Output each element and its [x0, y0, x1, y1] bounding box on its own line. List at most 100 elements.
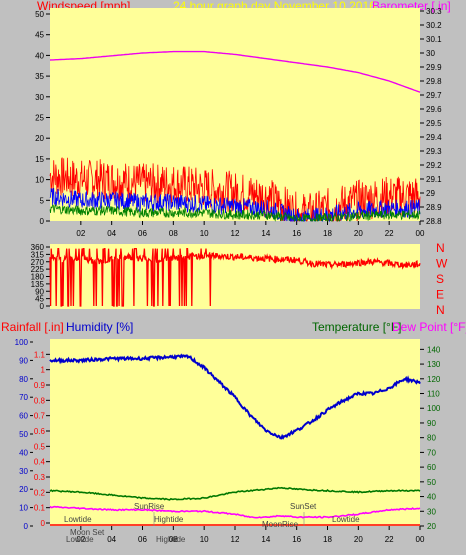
wind-y-tick-label: 35: [35, 72, 44, 81]
wind-y-tick-label: 50: [35, 10, 44, 19]
dir-y-tick-label: 45: [35, 295, 44, 304]
baro-y-tick-label: 29: [426, 189, 435, 198]
temp-x-tick-label: 14: [261, 535, 270, 544]
event-annotation: Hightide: [156, 535, 186, 544]
temp-y-tick-label: 80: [427, 434, 436, 443]
temp-x-tick-label: 12: [231, 535, 240, 544]
temp-y-tick-label: 30: [427, 507, 436, 516]
baro-y-tick-label: 29.9: [426, 63, 442, 72]
baro-y-tick-label: 30.1: [426, 35, 442, 44]
rain-y-tick-label: 0.9: [34, 381, 46, 390]
rain-y-tick-label: 0.7: [34, 412, 46, 421]
compass-label: S: [436, 272, 444, 286]
wind-y-tick-label: 0: [40, 217, 45, 226]
barometer-series-line: [49, 50, 421, 93]
wind-x-tick-label: 02: [76, 229, 85, 238]
compass-label: N: [436, 241, 445, 255]
humidity-y-tick-label: 80: [19, 375, 28, 384]
baro-y-tick-label: 30.2: [426, 21, 442, 30]
compass-label: N: [436, 303, 445, 317]
rain-y-tick-label: 1.1: [34, 350, 46, 359]
compass-label: W: [436, 257, 448, 271]
wind-x-tick-label: 14: [261, 229, 270, 238]
dir-y-tick-label: 180: [31, 273, 45, 282]
wind-y-tick-label: 5: [40, 196, 45, 205]
dewpoint-axis-title: Dew Point [°F]: [392, 320, 466, 334]
temp-x-tick-label: 18: [323, 535, 332, 544]
dir-y-tick-label: 135: [31, 280, 45, 289]
wind-x-tick-label: 04: [107, 229, 116, 238]
humidity-y-tick-label: 30: [19, 467, 28, 476]
event-annotation: MoonRise: [262, 520, 299, 529]
temp-y-tick-label: 20: [427, 522, 436, 531]
rain-y-tick-label: 0.6: [34, 427, 46, 436]
temp-y-tick-label: 40: [427, 493, 436, 502]
baro-y-tick-label: 28.8: [426, 217, 442, 226]
temperature-series-line: [49, 486, 421, 501]
dir-y-tick-label: 270: [31, 258, 45, 267]
temp-y-tick-label: 60: [427, 463, 436, 472]
rain-y-tick-label: 0.5: [34, 442, 46, 451]
baro-y-tick-label: 29.3: [426, 147, 442, 156]
baro-y-tick-label: 29.6: [426, 105, 442, 114]
event-annotation: Lowtide: [66, 535, 94, 544]
wind-x-tick-label: 20: [354, 229, 363, 238]
temp-y-tick-label: 50: [427, 478, 436, 487]
humidity-y-tick-label: 40: [19, 448, 28, 457]
baro-y-tick-label: 29.4: [426, 133, 442, 142]
temp-y-tick-label: 140: [427, 345, 441, 354]
baro-y-tick-label: 30.3: [426, 7, 442, 16]
baro-y-tick-label: 29.5: [426, 119, 442, 128]
rain-y-tick-label: 0.4: [34, 458, 46, 467]
temperature-axis-title: Temperature [°F]: [312, 320, 402, 334]
temp-y-tick-label: 90: [427, 419, 436, 428]
event-annotation: SunRise: [134, 502, 165, 511]
baro-y-tick-label: 29.1: [426, 175, 442, 184]
humidity-y-tick-label: 70: [19, 393, 28, 402]
wind-y-tick-label: 20: [35, 134, 44, 143]
wind-low-series-line: [49, 204, 421, 223]
temp-y-tick-label: 110: [427, 390, 440, 399]
temp-y-tick-label: 120: [427, 375, 441, 384]
wind-x-tick-label: 16: [292, 229, 301, 238]
humidity-y-tick-label: 60: [19, 412, 28, 421]
wind-y-tick-label: 30: [35, 93, 44, 102]
temp-x-tick-label: 20: [354, 535, 363, 544]
dir-y-tick-label: 360: [31, 243, 45, 252]
baro-y-tick-label: 28.9: [426, 203, 442, 212]
wind-x-tick-label: 08: [169, 229, 178, 238]
wind-x-tick-label: 10: [200, 229, 209, 238]
temp-x-tick-label: 02: [76, 535, 85, 544]
rain-y-tick-label: 0.8: [34, 396, 46, 405]
humidity-y-tick-label: 0: [24, 522, 29, 531]
rain-y-tick-label: 0: [41, 519, 46, 528]
wind-y-tick-label: 45: [35, 31, 44, 40]
rain-y-tick-label: 1: [41, 366, 46, 375]
baro-y-tick-label: 29.8: [426, 77, 442, 86]
event-annotation: Lowtide: [332, 515, 360, 524]
humidity-axis-title: Humidity [%]: [66, 320, 133, 334]
temp-y-tick-label: 130: [427, 360, 441, 369]
dir-y-tick-label: 315: [31, 250, 45, 259]
wind-x-tick-label: 22: [385, 229, 394, 238]
humidity-y-tick-label: 100: [15, 338, 29, 347]
wind-x-tick-label: 06: [138, 229, 147, 238]
direction-series-line: [49, 247, 421, 307]
baro-y-tick-label: 29.2: [426, 161, 442, 170]
wind-x-tick-label: 12: [231, 229, 240, 238]
event-annotation: SunSet: [290, 502, 317, 511]
temp-x-tick-label: 16: [292, 535, 301, 544]
temp-y-tick-label: 70: [427, 448, 436, 457]
humidity-y-tick-label: 10: [19, 504, 28, 513]
event-annotation: Moon Set: [70, 528, 105, 537]
temp-x-tick-label: 00: [416, 535, 425, 544]
wind-y-tick-label: 25: [35, 114, 44, 123]
dir-y-tick-label: 225: [31, 265, 45, 274]
humidity-y-tick-label: 50: [19, 430, 28, 439]
event-annotation: Hightide: [154, 515, 184, 524]
temp-x-tick-label: 04: [107, 535, 116, 544]
humidity-series-line: [49, 353, 421, 440]
rain-y-tick-label: 0.2: [34, 488, 46, 497]
dew-point-series-line: [49, 505, 421, 519]
